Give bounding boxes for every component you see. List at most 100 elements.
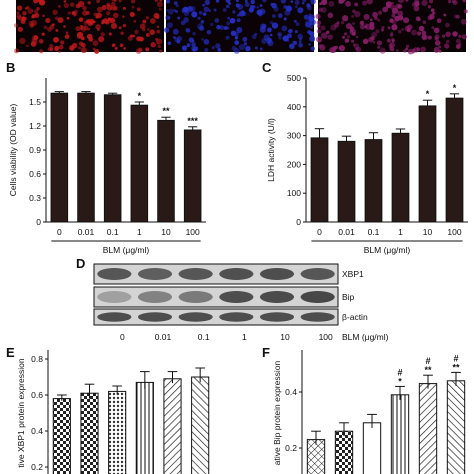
merge-stain-cell: [372, 40, 376, 44]
merge-stain-cell: [434, 36, 439, 41]
bar: [391, 132, 410, 223]
blot-band: [219, 291, 254, 303]
red-stain-cell: [154, 0, 159, 2]
merge-stain-cell: [404, 25, 410, 32]
red-stain-cell: [157, 1, 163, 8]
blue-stain-cell: [277, 13, 283, 19]
merge-stain-cell: [390, 31, 394, 35]
red-stain-cell: [107, 17, 112, 22]
blot-band: [178, 312, 213, 322]
merge-stain-cell: [443, 43, 450, 49]
red-stain-cell: [122, 23, 127, 28]
x-tick-label: 0: [57, 227, 62, 237]
blue-stain-cell: [202, 12, 207, 16]
y-tick-label: 0.4: [31, 426, 43, 436]
merge-stain-cell: [366, 0, 373, 5]
merge-stain-cell: [364, 23, 372, 31]
merge-stain-cell: [405, 47, 409, 51]
red-stain-cell: [158, 49, 163, 53]
lane-label: 100: [319, 332, 333, 342]
merge-stain-cell: [362, 38, 369, 45]
red-stain-cell: [129, 11, 135, 18]
merge-stain-cell: [427, 35, 432, 40]
blue-stain-cell: [261, 38, 267, 44]
blue-stain-cell: [294, 0, 300, 5]
blue-stain-cell: [254, 32, 258, 36]
red-stain-cell: [120, 31, 124, 35]
x-tick-label: 0.01: [78, 227, 95, 237]
panel-f-letter: F: [262, 345, 270, 360]
blue-stain-cell: [259, 47, 263, 51]
blue-stain-cell: [172, 8, 176, 12]
blot-band: [259, 268, 295, 280]
red-stain-cell: [100, 32, 105, 37]
merge-stain-cell: [364, 25, 368, 29]
blot-band: [219, 312, 254, 322]
x-tick-label: 1: [398, 227, 403, 237]
merge-stain-cell: [405, 0, 409, 2]
merge-stain-cell: [316, 20, 322, 25]
blot-band: [300, 312, 335, 322]
x-tick-label: 10: [423, 227, 433, 237]
lane-label: 10: [280, 332, 290, 342]
red-stain-cell: [38, 39, 44, 44]
merge-stain-cell: [460, 18, 467, 25]
merge-stain-cell: [418, 25, 425, 32]
red-stain-cell: [83, 25, 89, 31]
blue-stain-cell: [187, 29, 191, 33]
blue-stain-cell: [215, 43, 221, 49]
red-stain-cell: [54, 45, 60, 51]
blot-band: [219, 268, 254, 280]
red-stain-cell: [82, 10, 88, 16]
red-stain-image: [13, 0, 164, 54]
red-stain-cell: [78, 46, 82, 50]
red-stain-cell: [47, 47, 52, 52]
merge-stain-cell: [355, 35, 359, 39]
merge-stain-cell: [405, 44, 410, 48]
panel-d-blot: XBP1 Bip β-actin 0 0.01 0.1 1 10 100 BLM (μg/ml): [93, 263, 389, 342]
blue-stain-cell: [283, 17, 287, 21]
red-stain-cell: [134, 29, 139, 35]
bar: [77, 92, 95, 223]
red-stain-cell: [80, 47, 87, 54]
merge-stain-cell: [363, 13, 370, 20]
y-axis-label: tive XBP1 protein expression: [16, 358, 26, 467]
red-stain-cell: [104, 20, 110, 25]
significance-hash: #: [425, 356, 430, 366]
red-stain-cell: [19, 37, 26, 45]
bar: [334, 430, 354, 474]
blue-stain-cell: [308, 15, 312, 19]
red-stain-cell: [113, 0, 117, 2]
merge-stain-cell: [421, 30, 427, 36]
significance-mark: *: [453, 83, 457, 93]
blue-stain-cell: [181, 10, 185, 13]
blue-stain-cell: [308, 43, 311, 46]
blue-stain-cell: [244, 2, 250, 8]
blue-stain-cell: [235, 0, 239, 3]
blue-stain-cell: [228, 2, 232, 5]
blue-stain-cell: [219, 25, 225, 30]
merge-stain-cell: [332, 45, 337, 51]
red-stain-cell: [41, 32, 45, 36]
red-stain-cell: [86, 19, 91, 24]
y-tick-label: 500: [287, 73, 301, 83]
blue-stain-cell: [287, 33, 292, 39]
panel-c-letter: C: [262, 60, 272, 75]
red-stain-cell: [76, 31, 84, 38]
merge-stain-cell: [319, 44, 326, 51]
merge-stain-cell: [355, 46, 362, 53]
red-stain-cell: [92, 40, 99, 47]
red-stain-cell: [98, 36, 105, 43]
blue-stain-cell: [234, 40, 240, 45]
blue-stain-cell: [288, 28, 293, 34]
significance-star: **: [452, 362, 460, 372]
blue-stain-cell: [254, 46, 258, 50]
merge-stain-cell: [340, 20, 345, 25]
merge-stain-cell: [452, 0, 458, 6]
red-stain-cell: [14, 48, 19, 54]
blot-row-2: Bip: [93, 286, 355, 308]
bar: [130, 104, 149, 223]
red-stain-cell: [122, 6, 126, 10]
y-tick-label: 1.5: [29, 97, 41, 107]
